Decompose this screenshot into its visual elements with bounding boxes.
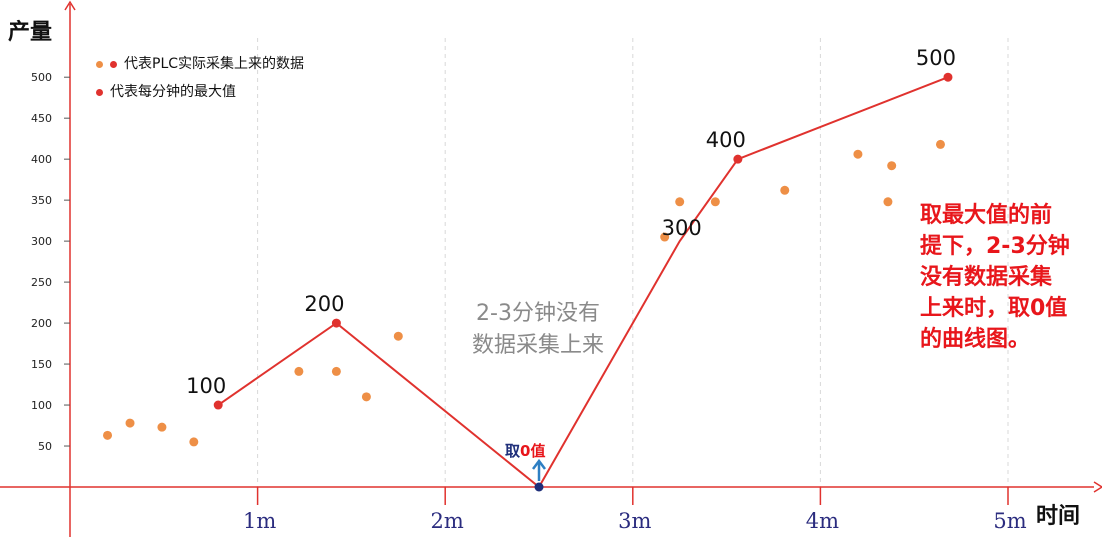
zero-label-part1: 取 [505, 442, 521, 460]
x-ticks: 1m 2m 3m 4m 5m [243, 487, 1027, 533]
orange-dot-icon [96, 60, 103, 68]
y-tick-label: 100 [31, 399, 52, 412]
raw-data-point [660, 232, 670, 242]
y-tick-label: 500 [31, 71, 52, 84]
arrow-head-icon [532, 458, 546, 470]
x-tick-label: 5m [993, 509, 1026, 533]
x-axis-arrow [1093, 481, 1102, 493]
max-value-label: 500 [916, 46, 956, 70]
explanation-line: 上来时，取0值 [920, 296, 1068, 321]
raw-data-point [331, 366, 341, 376]
y-ticks: 50 100 150 200 250 300 350 400 450 500 [31, 71, 70, 453]
gap-annotation: 2-3分钟没有 数据采集上来 [458, 298, 618, 362]
y-tick-label: 300 [31, 235, 52, 248]
raw-data-point [393, 331, 403, 341]
y-tick-label: 50 [38, 440, 52, 453]
y-axis-title: 产量 [8, 20, 53, 45]
zero-label-part2: 0值 [520, 442, 546, 460]
grid-lines [257, 38, 1009, 487]
x-tick-label: 2m [431, 509, 464, 533]
max-value-point [733, 154, 743, 164]
max-value-point [213, 400, 223, 410]
red-dot-icon [96, 88, 103, 96]
raw-data-point [853, 149, 863, 159]
max-value-label: 200 [304, 292, 344, 316]
max-value-label: 300 [662, 216, 702, 240]
raw-data-point [675, 197, 685, 207]
explanation-line: 的曲线图。 [920, 327, 1031, 352]
zero-value-point [534, 482, 544, 492]
raw-data-point [710, 197, 720, 207]
explanation-line: 没有数据采集 [920, 265, 1053, 290]
red-dot-icon [110, 60, 117, 68]
y-tick-label: 200 [31, 317, 52, 330]
zero-value-label: 取0值 [505, 440, 545, 461]
y-tick-label: 150 [31, 358, 52, 371]
legend-item-raw: 代表PLC实际采集上来的数据 [96, 50, 304, 78]
legend-label-raw: 代表PLC实际采集上来的数据 [124, 56, 305, 72]
zero-arrow [532, 458, 546, 481]
x-tick-label: 1m [243, 509, 276, 533]
legend-label-max: 代表每分钟的最大值 [110, 84, 236, 100]
max-value-label: 400 [706, 128, 746, 152]
legend-item-max: 代表每分钟的最大值 [96, 78, 304, 106]
legend: 代表PLC实际采集上来的数据 代表每分钟的最大值 [96, 50, 304, 106]
raw-data-point [294, 366, 304, 376]
raw-data-point [883, 197, 893, 207]
explanation-line: 取最大值的前 [920, 203, 1053, 228]
raw-data-point [103, 430, 113, 440]
raw-data-point [125, 418, 135, 428]
raw-data-point [887, 161, 897, 171]
x-tick-label: 4m [806, 509, 839, 533]
max-value-label: 100 [186, 374, 226, 398]
raw-data-point [189, 437, 199, 447]
y-tick-label: 350 [31, 194, 52, 207]
max-value-point [331, 318, 341, 328]
y-tick-label: 400 [31, 153, 52, 166]
raw-data-point [157, 422, 167, 432]
raw-data-point [935, 139, 945, 149]
y-tick-label: 450 [31, 112, 52, 125]
gap-annotation-line: 2-3分钟没有 [476, 301, 600, 326]
raw-data-point [780, 185, 790, 195]
x-axis-title: 时间 [1036, 504, 1081, 529]
explanation-line: 提下，2-3分钟 [920, 234, 1070, 259]
max-series-line [217, 76, 949, 489]
gap-annotation-line: 数据采集上来 [471, 333, 604, 358]
max-value-line: 100 200 300 400 500 [186, 46, 956, 492]
raw-data-points [103, 139, 945, 447]
explanation-annotation: 取最大值的前 提下，2-3分钟 没有数据采集 上来时，取0值 的曲线图。 [920, 200, 1095, 355]
x-tick-label: 3m [618, 509, 651, 533]
y-tick-label: 250 [31, 276, 52, 289]
raw-data-point [361, 392, 371, 402]
y-axis-arrow [64, 0, 76, 11]
max-value-point [943, 72, 953, 82]
